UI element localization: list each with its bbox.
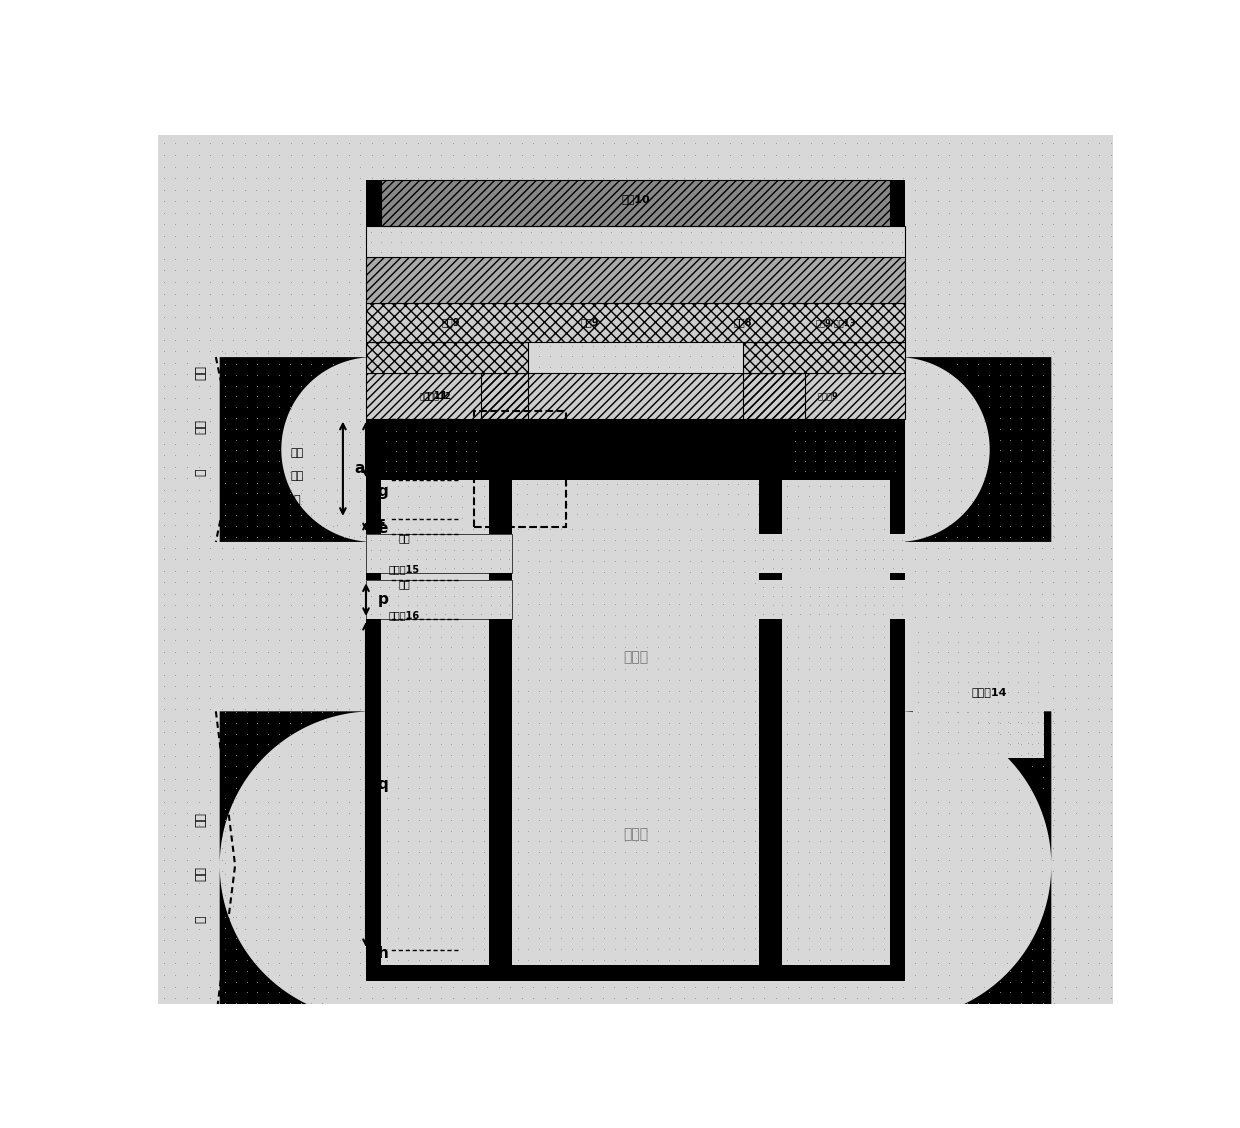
- Text: 第二场板12: 第二场板12: [419, 391, 451, 400]
- Bar: [366, 303, 905, 342]
- Bar: [382, 180, 889, 227]
- Bar: [366, 535, 512, 573]
- Text: 弧形: 弧形: [398, 580, 410, 589]
- Bar: [743, 342, 905, 372]
- Text: b: b: [377, 442, 388, 457]
- Bar: [366, 257, 905, 303]
- Bar: [366, 581, 512, 619]
- Text: 台阶9/帽层13: 台阶9/帽层13: [816, 318, 856, 327]
- Text: p: p: [377, 592, 388, 607]
- Text: 台阶9: 台阶9: [441, 317, 460, 327]
- Bar: [481, 372, 805, 418]
- Bar: [743, 372, 905, 418]
- Bar: [743, 372, 905, 418]
- Polygon shape: [219, 358, 373, 541]
- Bar: [366, 180, 497, 981]
- Text: g: g: [377, 484, 388, 500]
- Bar: [512, 195, 759, 966]
- Polygon shape: [898, 358, 1052, 541]
- Text: f: f: [377, 519, 384, 534]
- Bar: [781, 418, 898, 481]
- Bar: [474, 411, 567, 527]
- Text: 钝化层: 钝化层: [828, 452, 843, 461]
- Text: 钝化层14: 钝化层14: [972, 687, 1007, 697]
- Text: 栅台: 栅台: [193, 418, 207, 434]
- Bar: [512, 481, 759, 519]
- Text: 弧形: 弧形: [193, 365, 207, 380]
- Bar: [373, 418, 490, 481]
- Bar: [759, 581, 905, 619]
- Bar: [366, 342, 528, 372]
- Bar: [481, 418, 790, 481]
- Bar: [366, 227, 905, 257]
- Text: 电流: 电流: [290, 448, 304, 458]
- Text: 弧形: 弧形: [398, 534, 410, 543]
- Text: 漏场板16: 漏场板16: [389, 610, 420, 620]
- Text: 沟道层: 沟道层: [622, 651, 649, 664]
- Polygon shape: [219, 712, 373, 1020]
- Bar: [366, 257, 905, 303]
- Text: 栅场板15: 栅场板15: [389, 564, 420, 574]
- Bar: [366, 342, 528, 372]
- Bar: [759, 535, 905, 573]
- Bar: [366, 535, 512, 573]
- Bar: [366, 372, 528, 418]
- Bar: [743, 342, 905, 372]
- Bar: [497, 180, 774, 981]
- Bar: [781, 195, 889, 966]
- Text: 阻挡: 阻挡: [290, 472, 304, 482]
- Text: 漂移层: 漂移层: [622, 828, 649, 841]
- Bar: [774, 180, 905, 981]
- Text: 漏台: 漏台: [193, 865, 207, 881]
- Text: 合金9: 合金9: [580, 317, 599, 327]
- Bar: [382, 180, 889, 227]
- Text: 阶: 阶: [193, 916, 207, 923]
- Text: 源极11: 源极11: [423, 390, 448, 400]
- Text: 钝化层9: 钝化层9: [817, 391, 838, 400]
- Bar: [481, 372, 805, 418]
- Text: a: a: [355, 461, 365, 476]
- Text: 弧形: 弧形: [193, 812, 207, 827]
- Text: 阶: 阶: [193, 469, 207, 476]
- Bar: [366, 581, 512, 619]
- Bar: [913, 627, 1044, 758]
- Bar: [382, 195, 490, 966]
- Text: e: e: [377, 520, 388, 536]
- Bar: [366, 372, 528, 418]
- Text: h: h: [377, 946, 388, 961]
- Bar: [366, 303, 905, 342]
- Text: 4: 4: [293, 518, 300, 528]
- Text: 栅极12: 栅极12: [621, 444, 650, 455]
- Text: 层: 层: [294, 494, 300, 504]
- Polygon shape: [898, 712, 1052, 1020]
- Text: 帽层8: 帽层8: [734, 317, 753, 327]
- Bar: [366, 227, 905, 257]
- Text: q: q: [377, 777, 388, 792]
- Text: 源极10: 源极10: [621, 194, 650, 204]
